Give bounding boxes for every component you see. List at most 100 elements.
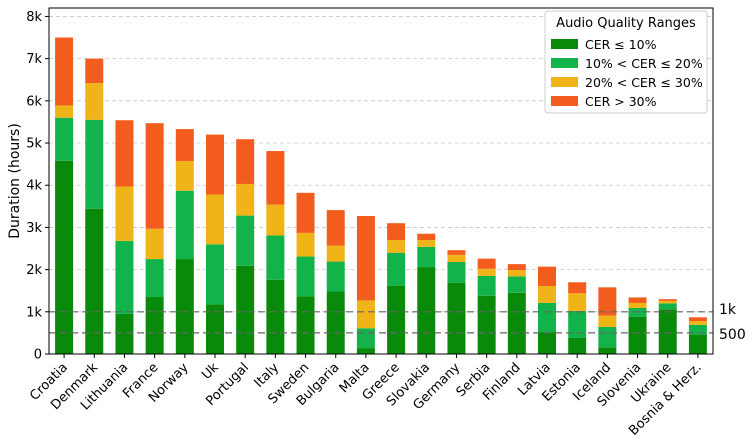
- bar-segment: [266, 235, 285, 280]
- bar-segment: [568, 293, 587, 311]
- reference-line-label: 1k: [719, 302, 737, 318]
- y-tick-label: 7k: [26, 52, 42, 67]
- bar-segment: [236, 265, 255, 354]
- bar-segment: [658, 299, 677, 301]
- bar-segment: [387, 240, 406, 253]
- bar-segment: [538, 286, 556, 303]
- bar-segment: [688, 324, 707, 335]
- bar-segment: [387, 252, 406, 286]
- bar-segment: [628, 302, 647, 309]
- y-tick-label: 8k: [26, 10, 42, 25]
- legend: Audio Quality Ranges CER ≤ 10% 10% < CER …: [544, 10, 708, 114]
- bar-segment: [507, 264, 526, 271]
- legend-entry: 10% < CER ≤ 20%: [585, 56, 703, 71]
- y-tick-label: 3k: [26, 221, 42, 236]
- legend-entry: CER > 30%: [585, 94, 657, 109]
- bar-segment: [115, 240, 134, 314]
- y-tick-label: 0: [34, 348, 42, 363]
- bar-segment: [568, 310, 587, 338]
- bar-segment: [628, 316, 647, 354]
- y-tick-label: 6k: [26, 94, 42, 109]
- y-axis-title: Duration (hours): [7, 123, 23, 239]
- bar-segment: [356, 328, 375, 349]
- bar-segment: [55, 160, 74, 354]
- bar-segment: [387, 223, 406, 241]
- y-tick-label: 5k: [26, 137, 42, 152]
- bar-segment: [688, 321, 707, 325]
- bar-segment: [507, 270, 526, 277]
- bar-segment: [145, 259, 164, 298]
- x-tick-label: Uk: [199, 360, 222, 383]
- bar-segment: [206, 304, 224, 354]
- bar-segment: [55, 105, 74, 118]
- bar-segment: [115, 120, 134, 187]
- bar-segment: [236, 183, 255, 216]
- reference-line-label: 500: [719, 327, 746, 343]
- bar-segment: [266, 151, 285, 205]
- bar-segment: [145, 228, 164, 260]
- bar-segment: [85, 83, 104, 120]
- legend-entry: CER ≤ 10%: [585, 37, 657, 52]
- bar-segment: [55, 117, 74, 161]
- bar-segment: [326, 245, 345, 262]
- legend-swatch: [551, 96, 578, 106]
- bar-segment: [598, 326, 617, 348]
- bar-segment: [477, 268, 496, 276]
- bar-segment: [417, 246, 436, 268]
- bar-segment: [356, 300, 375, 329]
- bar-segment: [175, 190, 194, 260]
- bar-segment: [417, 240, 436, 247]
- bar-segment: [206, 194, 224, 245]
- bar-segment: [688, 317, 707, 322]
- bars: [55, 37, 707, 354]
- bar-segment: [598, 315, 617, 327]
- bar-segment: [356, 348, 375, 354]
- bar-segment: [417, 233, 436, 241]
- bar-segment: [296, 256, 315, 297]
- bar-segment: [538, 302, 556, 333]
- bar-segment: [55, 37, 74, 106]
- bar-segment: [85, 208, 104, 354]
- bar-segment: [688, 334, 707, 354]
- bar-segment: [296, 192, 315, 233]
- legend-swatch: [551, 58, 578, 68]
- bar-segment: [356, 216, 375, 301]
- y-axis-ticks: 0 1k 2k 3k 4k 5k 6k 7k 8k: [26, 10, 49, 363]
- legend-swatch: [551, 77, 578, 87]
- legend-swatch: [551, 39, 578, 49]
- bar-segment: [115, 313, 134, 354]
- bar-segment: [598, 287, 617, 316]
- reference-lines: 1k 500: [49, 302, 746, 343]
- bar-segment: [266, 204, 285, 236]
- y-tick-label: 2k: [26, 263, 42, 278]
- bar-segment: [266, 279, 285, 354]
- bar-segment: [658, 309, 677, 354]
- bar-segment: [447, 254, 466, 263]
- bar-segment: [326, 210, 345, 246]
- y-tick-label: 1k: [26, 305, 42, 320]
- bar-segment: [417, 267, 436, 354]
- bar-segment: [175, 259, 194, 354]
- bar-segment: [296, 296, 315, 354]
- bar-segment: [115, 186, 134, 241]
- bar-segment: [628, 308, 647, 317]
- bar-segment: [206, 134, 224, 195]
- bar-segment: [538, 332, 556, 354]
- bar-segment: [658, 303, 677, 310]
- legend-box: [544, 10, 708, 114]
- bar-segment: [477, 295, 496, 354]
- bar-segment: [206, 244, 224, 305]
- bar-segment: [296, 232, 315, 257]
- bar-segment: [85, 58, 104, 84]
- legend-entry: 20% < CER ≤ 30%: [585, 75, 703, 90]
- bar-segment: [477, 275, 496, 296]
- bar-segment: [658, 300, 677, 304]
- bar-segment: [538, 266, 556, 287]
- bar-segment: [628, 297, 647, 303]
- bar-segment: [387, 285, 406, 354]
- bar-segment: [598, 347, 617, 354]
- bar-segment: [447, 250, 466, 255]
- bar-segment: [477, 258, 496, 269]
